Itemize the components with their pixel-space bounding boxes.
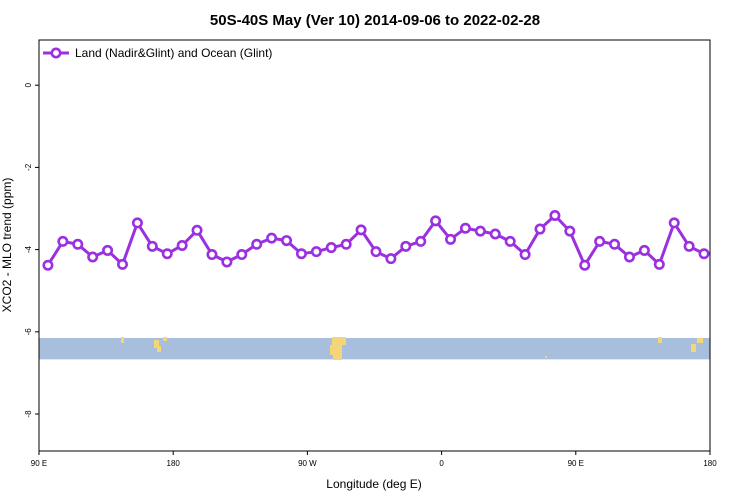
data-point	[504, 235, 516, 247]
data-point	[87, 251, 99, 263]
data-point	[176, 240, 188, 252]
x-tick-label: 180	[167, 459, 181, 468]
land-patch	[697, 338, 703, 343]
data-point	[146, 240, 158, 252]
y-axis: 0 -2 -4 -6 -8	[24, 82, 39, 418]
y-tick-label: -6	[24, 328, 33, 336]
x-tick-label: 180	[703, 459, 717, 468]
land-patch	[121, 337, 124, 343]
data-point	[161, 248, 173, 260]
land-patch	[157, 346, 161, 352]
data-point	[251, 238, 263, 250]
y-tick-label: -4	[24, 246, 33, 254]
data-point	[519, 249, 531, 261]
data-point	[653, 258, 665, 270]
data-point	[131, 217, 143, 229]
data-point	[638, 244, 650, 256]
data-point	[266, 232, 278, 244]
data-point	[57, 235, 69, 247]
data-point	[430, 215, 442, 227]
data-point	[549, 209, 561, 221]
land-patch	[154, 340, 159, 348]
x-axis-label: Longitude (deg E)	[326, 477, 421, 491]
land-patch	[691, 344, 696, 352]
data-point	[355, 224, 367, 236]
land-patch	[333, 353, 342, 360]
series-line	[46, 214, 705, 267]
data-point	[295, 248, 307, 260]
plot-frame	[38, 39, 711, 452]
chart-title: 50S-40S May (Ver 10) 2014-09-06 to 2022-…	[210, 12, 540, 29]
data-point	[415, 235, 427, 247]
land-patch	[163, 337, 167, 341]
data-point	[623, 251, 635, 263]
data-point	[459, 222, 471, 234]
data-point	[206, 249, 218, 261]
data-point	[698, 248, 710, 260]
data-point	[117, 258, 129, 270]
legend-label: Land (Nadir&Glint) and Ocean (Glint)	[75, 46, 272, 60]
data-point	[325, 242, 337, 254]
data-point	[191, 224, 203, 236]
data-point	[400, 240, 412, 252]
x-tick-label: 90 E	[31, 459, 47, 468]
land-patch	[332, 337, 346, 345]
data-point	[370, 246, 382, 258]
data-point	[489, 228, 501, 240]
x-tick-label: 90 W	[298, 459, 317, 468]
data-point	[236, 249, 248, 261]
data-point	[310, 246, 322, 258]
data-point	[474, 225, 486, 237]
ocean-band	[39, 337, 710, 360]
data-point	[683, 240, 695, 252]
data-point	[609, 238, 621, 250]
data-point	[594, 235, 606, 247]
y-axis-label: XCO2 - MLO trend (ppm)	[0, 178, 14, 313]
data-point	[340, 238, 352, 250]
data-point	[42, 259, 54, 271]
data-point	[445, 233, 457, 245]
data-point	[221, 256, 233, 268]
data-point	[564, 225, 576, 237]
data-point	[668, 217, 680, 229]
y-tick-label: -2	[24, 163, 33, 171]
data-point	[534, 223, 546, 235]
data-point	[102, 244, 114, 256]
legend-marker	[50, 47, 62, 59]
y-tick-label: 0	[24, 82, 33, 87]
land-patch	[545, 356, 547, 358]
data-point	[72, 238, 84, 250]
series-layer	[42, 209, 710, 271]
x-tick-label: 90 E	[568, 459, 584, 468]
legend: Land (Nadir&Glint) and Ocean (Glint)	[43, 46, 272, 60]
data-point	[579, 259, 591, 271]
data-point	[281, 235, 293, 247]
land-patch	[330, 345, 342, 355]
land-ocean-strip	[39, 337, 710, 360]
x-axis: 90 E 180 90 W 0 90 E 180	[31, 451, 717, 468]
x-tick-label: 0	[439, 459, 444, 468]
data-point	[385, 253, 397, 265]
y-tick-label: -8	[24, 410, 33, 418]
land-patch	[658, 337, 662, 343]
